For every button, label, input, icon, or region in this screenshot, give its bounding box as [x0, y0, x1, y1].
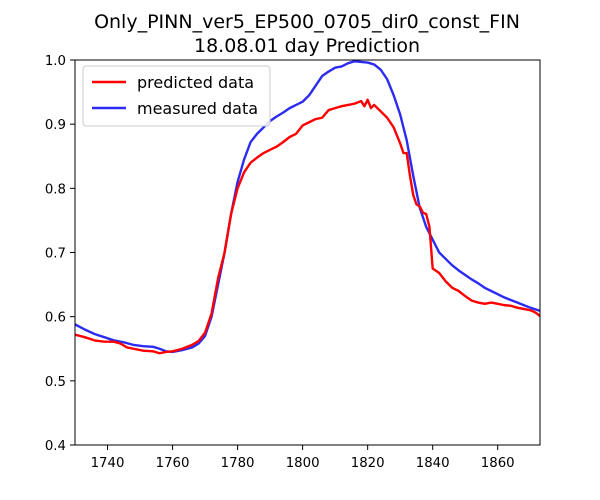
chart-title-line1: Only_PINN_ver5_EP500_0705_dir0_const_FIN	[94, 11, 520, 33]
series-group	[75, 60, 540, 355]
y-tick-label: 0.8	[45, 182, 66, 197]
x-tick-label: 1860	[481, 456, 515, 471]
legend-label-predicted: predicted data	[137, 73, 254, 92]
x-axis: 1740 1760 1780 1800 1820 1840 1860	[91, 445, 515, 471]
y-tick-label: 0.4	[45, 439, 66, 454]
y-tick-label: 0.9	[45, 118, 66, 133]
y-tick-label: 0.7	[45, 247, 66, 262]
y-tick-label: 0.6	[45, 311, 66, 326]
x-tick-label: 1820	[351, 456, 385, 471]
x-tick-label: 1760	[156, 456, 190, 471]
y-axis: 0.4 0.5 0.6 0.7 0.8 0.9 1.0	[45, 54, 75, 454]
legend-frame	[82, 65, 271, 127]
x-tick-label: 1800	[286, 456, 320, 471]
legend: predicted data measured data	[82, 65, 271, 127]
x-tick-label: 1740	[91, 456, 125, 471]
series-line-predicted	[75, 98, 540, 355]
x-tick-label: 1780	[221, 456, 255, 471]
chart-title-line2: 18.08.01 day Prediction	[194, 35, 420, 57]
y-tick-label: 1.0	[45, 54, 66, 69]
y-tick-label: 0.5	[45, 375, 66, 390]
legend-label-measured: measured data	[137, 99, 258, 118]
x-tick-label: 1840	[416, 456, 450, 471]
